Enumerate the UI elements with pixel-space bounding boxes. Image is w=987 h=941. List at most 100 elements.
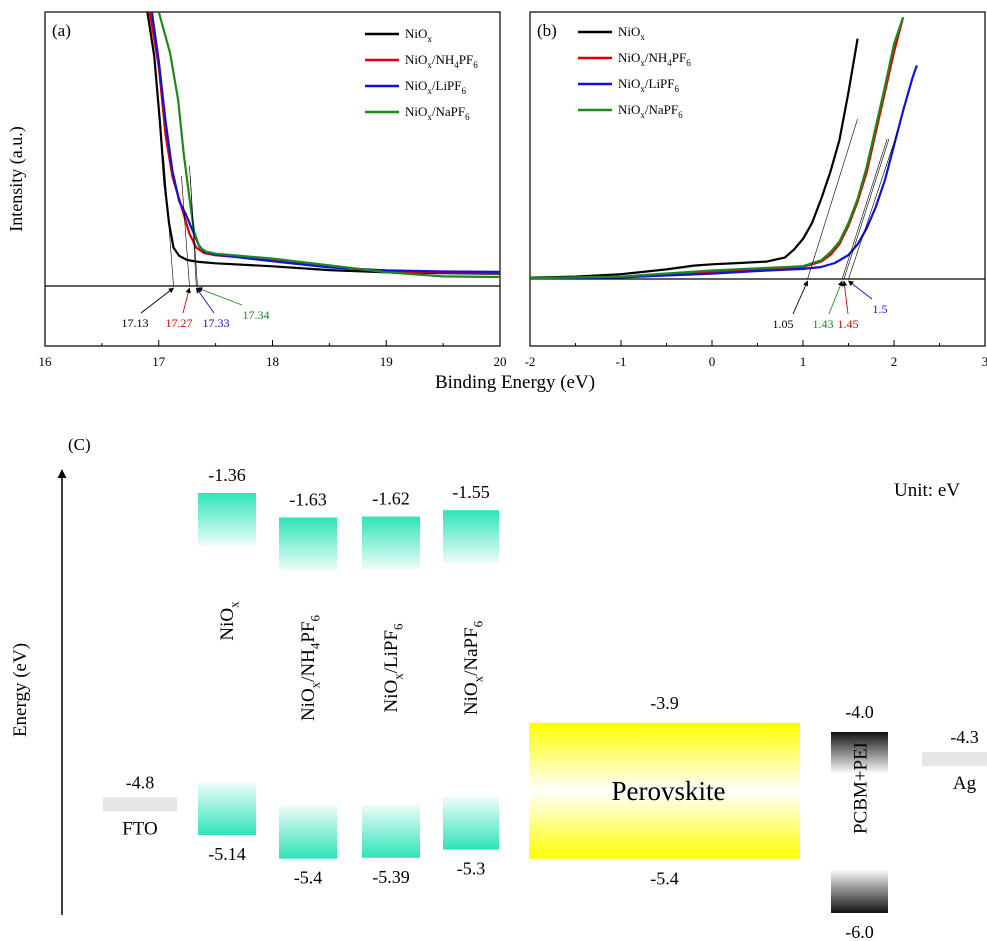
panel-b-annotations: 1.05 1.43 1.45 1.5 (773, 280, 888, 331)
panel-a-legend-entry: NiOx/NH4PF6 (405, 52, 478, 70)
perovskite-label: Perovskite (612, 776, 726, 806)
niox-napf6-label: NiOx/NaPF6 (461, 620, 486, 715)
niox-lipf6-cb-value: -1.62 (372, 489, 410, 509)
niox-label: NiOx (217, 601, 242, 641)
panel-b-legend-entry: NiOx/NH4PF6 (618, 50, 691, 68)
panel-b-x-tick-label: 1 (800, 354, 807, 369)
niox-nh4pf6-vb-block (279, 805, 337, 859)
pcbm-pei-label: PCBM+PEI (851, 742, 872, 834)
niox-nh4pf6-vb-value: -5.4 (294, 868, 323, 888)
unit-label: Unit: eV (894, 480, 960, 501)
niox-lipf6-label: NiOx/LiPF6 (381, 623, 406, 713)
pcbm-pei-cb-block (831, 731, 888, 774)
panel-a-legend: NiOx NiOx/NH4PF6 NiOx/LiPF6 NiOx/NaPF6 (365, 26, 478, 122)
panel-a-annotation-arrow (195, 287, 215, 314)
panel-a-x-tick-label: 17 (152, 354, 166, 369)
niox-lipf6-vb-value: -5.39 (372, 867, 410, 887)
pcbm-pei-vb-block (831, 869, 888, 913)
energy-axis-label: Energy (eV) (10, 643, 31, 737)
perovskite-band-block (529, 722, 800, 859)
panel-b-onset-tangent (807, 118, 858, 280)
panel-a-onset-tangent (181, 175, 190, 287)
panel-b-annotation-label: 1.5 (873, 302, 888, 316)
panel-b-onset-tangent (848, 128, 899, 280)
pcbm-pei-vb-value: -6.0 (845, 922, 874, 941)
niox-lipf6-vb-block (362, 804, 420, 858)
panel-a-series-line-0 (146, 11, 501, 275)
panel-b-x-tick-label: -1 (616, 354, 627, 369)
panel-a-y-axis-label: Intensity (a.u.) (6, 126, 27, 231)
fto-label: FTO (122, 818, 158, 839)
panel-b-onset-tangent (843, 138, 890, 280)
fto-level-bar (103, 797, 177, 812)
panel-a-series-line-2 (150, 11, 501, 273)
panel-b-x-tick-label: 3 (982, 354, 987, 369)
panel-b-legend-entry: NiOx/NaPF6 (618, 102, 683, 120)
panel-a-x-tick-label: 16 (39, 354, 53, 369)
panel-a-x-tick-label: 20 (494, 354, 507, 369)
panel-a-legend-entry: NiOx/NaPF6 (405, 104, 470, 122)
niox-nh4pf6-cb-block (279, 517, 337, 571)
panel-b-x-tick-label: 2 (891, 354, 898, 369)
panel-b-series-line-0 (529, 38, 859, 279)
panel-b-x-tick-label: 0 (709, 354, 716, 369)
panel-a-annotation-arrow (182, 287, 191, 314)
panel-a-x-tick-label: 19 (380, 354, 393, 369)
ag-level-bar (922, 752, 987, 767)
panel-b-annotation-label: 1.45 (838, 317, 859, 331)
niox-napf6-cb-block (443, 510, 499, 564)
panel-a-legend-entry: NiOx (405, 26, 432, 44)
perovskite-cb-value: -3.9 (650, 693, 679, 713)
panel-c-label: (C) (68, 435, 91, 454)
niox-nh4pf6-label: NiOx/NH4PF6 (298, 614, 323, 721)
niox-cb-value: -1.36 (208, 465, 246, 485)
panel-b-legend: NiOx NiOx/NH4PF6 NiOx/LiPF6 NiOx/NaPF6 (578, 24, 691, 120)
panel-b-legend-entry: NiOx/LiPF6 (618, 76, 680, 94)
panel-b-frame (529, 11, 986, 347)
panel-b-annotation-label: 1.05 (773, 317, 794, 331)
panel-b: (b) NiOxNiOx/NH4PF6NiOx/LiPF6NiOx/NaPF6 … (525, 11, 987, 369)
ag-label: Ag (953, 773, 977, 794)
panel-a-annotation-label: 17.33 (203, 316, 230, 330)
panel-a-annotation-arrow (140, 287, 174, 314)
perovskite-vb-value: -5.4 (650, 869, 679, 889)
panel-b-legend-entry: NiOx (618, 24, 645, 42)
panel-a-annotation-arrow (196, 287, 243, 306)
panel-a-label: (a) (52, 21, 71, 40)
panel-a-annotation-label: 17.13 (122, 316, 149, 330)
panel-a: (a) NiOxNiOx/NH4PF6NiOx/LiPF6NiOx/NaPF6 … (6, 11, 507, 369)
niox-napf6-cb-value: -1.55 (452, 482, 490, 502)
niox-napf6-vb-block (443, 796, 499, 850)
panel-b-annotation-arrow (841, 280, 849, 315)
panel-b-annotation-arrow (828, 280, 843, 315)
pcbm-pei-cb-value: -4.0 (845, 702, 874, 722)
panel-a-annotation-label: 17.27 (166, 316, 193, 330)
panel-a-onset-tangent (189, 165, 198, 287)
panel-a-x-tick-label: 18 (266, 354, 279, 369)
panel-b-series-line-2 (529, 65, 918, 280)
panel-b-series-line-3 (529, 16, 905, 280)
panel-b-annotation-arrow (848, 280, 873, 300)
panel-b-series-line-1 (529, 17, 905, 280)
niox-vb-block (198, 782, 256, 836)
niox-nh4pf6-cb-value: -1.63 (289, 489, 327, 509)
panel-a-legend-entry: NiOx/LiPF6 (405, 78, 467, 96)
panel-b-annotation-arrow (792, 280, 809, 315)
panel-a-series-line-3 (157, 11, 501, 279)
panel-b-onset-tangent (841, 138, 888, 280)
niox-lipf6-cb-block (362, 516, 420, 570)
panel-a-onset-tangent (163, 155, 174, 287)
energy-level-diagram: (C) Unit: eV Energy (eV) -4.8 FTO -1.36 -5.… (10, 435, 987, 941)
ag-level-value: -4.3 (950, 727, 979, 747)
panel-b-x-tick-label: -2 (525, 354, 536, 369)
fto-level-value: -4.8 (126, 772, 155, 792)
niox-vb-value: -5.14 (208, 844, 246, 864)
panel-b-label: (b) (537, 21, 557, 40)
panel-a-annotation-label: 17.34 (243, 308, 270, 322)
shared-x-axis-label: Binding Energy (eV) (435, 372, 595, 393)
panel-b-annotation-label: 1.43 (813, 317, 834, 331)
niox-cb-block (198, 493, 256, 546)
niox-napf6-vb-value: -5.3 (457, 859, 486, 879)
panel-a-annotations: 17.13 17.27 17.33 17.34 (122, 287, 270, 330)
